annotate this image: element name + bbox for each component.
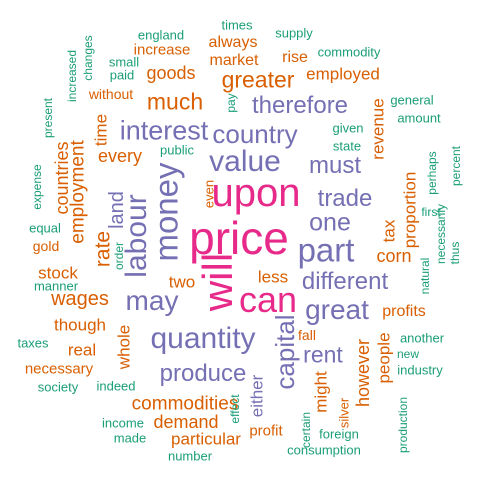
word-though: though bbox=[54, 315, 106, 335]
word-england: england bbox=[137, 27, 185, 43]
word-either: either bbox=[247, 374, 267, 418]
word-trade: trade bbox=[317, 185, 373, 212]
word-thus: thus bbox=[448, 241, 462, 265]
word-less: less bbox=[257, 267, 289, 287]
word-countries: countries bbox=[52, 141, 72, 215]
word-profit: profit bbox=[249, 422, 283, 440]
word-people: people bbox=[374, 332, 394, 384]
word-increased: increased bbox=[65, 49, 79, 103]
word-income: income bbox=[102, 415, 144, 431]
word-different: different bbox=[301, 268, 389, 295]
word-commodity: commodity bbox=[317, 44, 381, 60]
word-corn: corn bbox=[376, 246, 412, 266]
word-given: given bbox=[332, 120, 364, 136]
word-pay: pay bbox=[224, 93, 238, 113]
word-greater: greater bbox=[221, 66, 295, 93]
word-real: real bbox=[67, 340, 97, 360]
word-country: country bbox=[212, 119, 298, 149]
word-always: always bbox=[208, 34, 258, 51]
word-consumption: consumption bbox=[287, 442, 361, 458]
word-profits: profits bbox=[382, 303, 426, 320]
word-perhaps: perhaps bbox=[425, 151, 439, 195]
word-made: made bbox=[113, 430, 147, 446]
word-first: first bbox=[421, 205, 441, 219]
word-rent: rent bbox=[303, 341, 343, 368]
word-effect: effect bbox=[228, 394, 242, 424]
word-employed: employed bbox=[306, 64, 380, 84]
word-state: state bbox=[332, 138, 362, 154]
word-upon: upon bbox=[211, 171, 301, 215]
word-public: public bbox=[160, 142, 194, 158]
word-society: society bbox=[37, 379, 79, 395]
word-whole: whole bbox=[114, 324, 134, 370]
word-equal: equal bbox=[29, 220, 61, 236]
word-manner: manner bbox=[33, 278, 79, 294]
word-wages: wages bbox=[51, 288, 109, 310]
word-goods: goods bbox=[146, 63, 196, 83]
word-production: production bbox=[396, 396, 410, 454]
word-part: part bbox=[297, 231, 355, 269]
word-amount: amount bbox=[397, 110, 441, 126]
word-rate: rate bbox=[91, 230, 115, 268]
word-therefore: therefore bbox=[251, 92, 349, 119]
word-foreign: foreign bbox=[319, 426, 359, 442]
word-might: might bbox=[311, 371, 331, 413]
word-revenue: revenue bbox=[368, 98, 388, 160]
word-one: one bbox=[309, 208, 351, 237]
word-rise: rise bbox=[282, 49, 308, 66]
word-land: land bbox=[106, 191, 128, 229]
word-taxes: taxes bbox=[17, 335, 49, 351]
word-increase: increase bbox=[133, 41, 191, 59]
word-particular: particular bbox=[171, 429, 241, 449]
word-percent: percent bbox=[449, 145, 463, 187]
word-however: however bbox=[353, 338, 373, 408]
word-can: can bbox=[238, 279, 298, 320]
word-price: price bbox=[189, 212, 289, 264]
word-proportion: proportion bbox=[400, 171, 420, 249]
word-must: must bbox=[308, 152, 362, 179]
word-small: small bbox=[108, 54, 140, 70]
word-demand: demand bbox=[153, 412, 219, 432]
word-every: every bbox=[97, 146, 143, 166]
word-indeed: indeed bbox=[96, 378, 136, 394]
word-stock: stock bbox=[38, 263, 78, 283]
word-capital: capital bbox=[270, 314, 300, 390]
word-may: may bbox=[125, 285, 179, 316]
word-supply: supply bbox=[275, 25, 313, 41]
word-expense: expense bbox=[30, 164, 44, 210]
word-tax: tax bbox=[379, 219, 399, 243]
word-necessary: necessary bbox=[24, 360, 94, 378]
word-value: value bbox=[209, 145, 281, 178]
word-will: will bbox=[194, 252, 241, 312]
word-present: present bbox=[41, 97, 55, 139]
word-great: great bbox=[305, 294, 369, 325]
word-interest: interest bbox=[119, 115, 209, 146]
word-general: general bbox=[390, 92, 434, 108]
word-much: much bbox=[146, 88, 204, 115]
word-paid: paid bbox=[109, 67, 135, 83]
word-without: without bbox=[88, 86, 134, 102]
word-natural: natural bbox=[418, 257, 432, 295]
word-another: another bbox=[399, 330, 445, 346]
word-silver: silver bbox=[336, 397, 352, 429]
word-even: even bbox=[201, 179, 217, 209]
word-gold: gold bbox=[32, 238, 60, 254]
word-money: money bbox=[147, 162, 185, 262]
word-commodities: commodities bbox=[131, 393, 239, 415]
word-number: number bbox=[167, 448, 213, 464]
word-new: new bbox=[396, 347, 420, 361]
word-quantity: quantity bbox=[150, 322, 256, 355]
word-fall: fall bbox=[298, 327, 316, 343]
word-order: order bbox=[112, 241, 126, 271]
word-market: market bbox=[209, 52, 259, 69]
word-changes: changes bbox=[81, 35, 95, 81]
word-two: two bbox=[168, 272, 196, 292]
word-industry: industry bbox=[397, 362, 443, 378]
word-produce: produce bbox=[159, 360, 247, 387]
word-time: time bbox=[91, 113, 111, 147]
word-times: times bbox=[221, 17, 253, 33]
